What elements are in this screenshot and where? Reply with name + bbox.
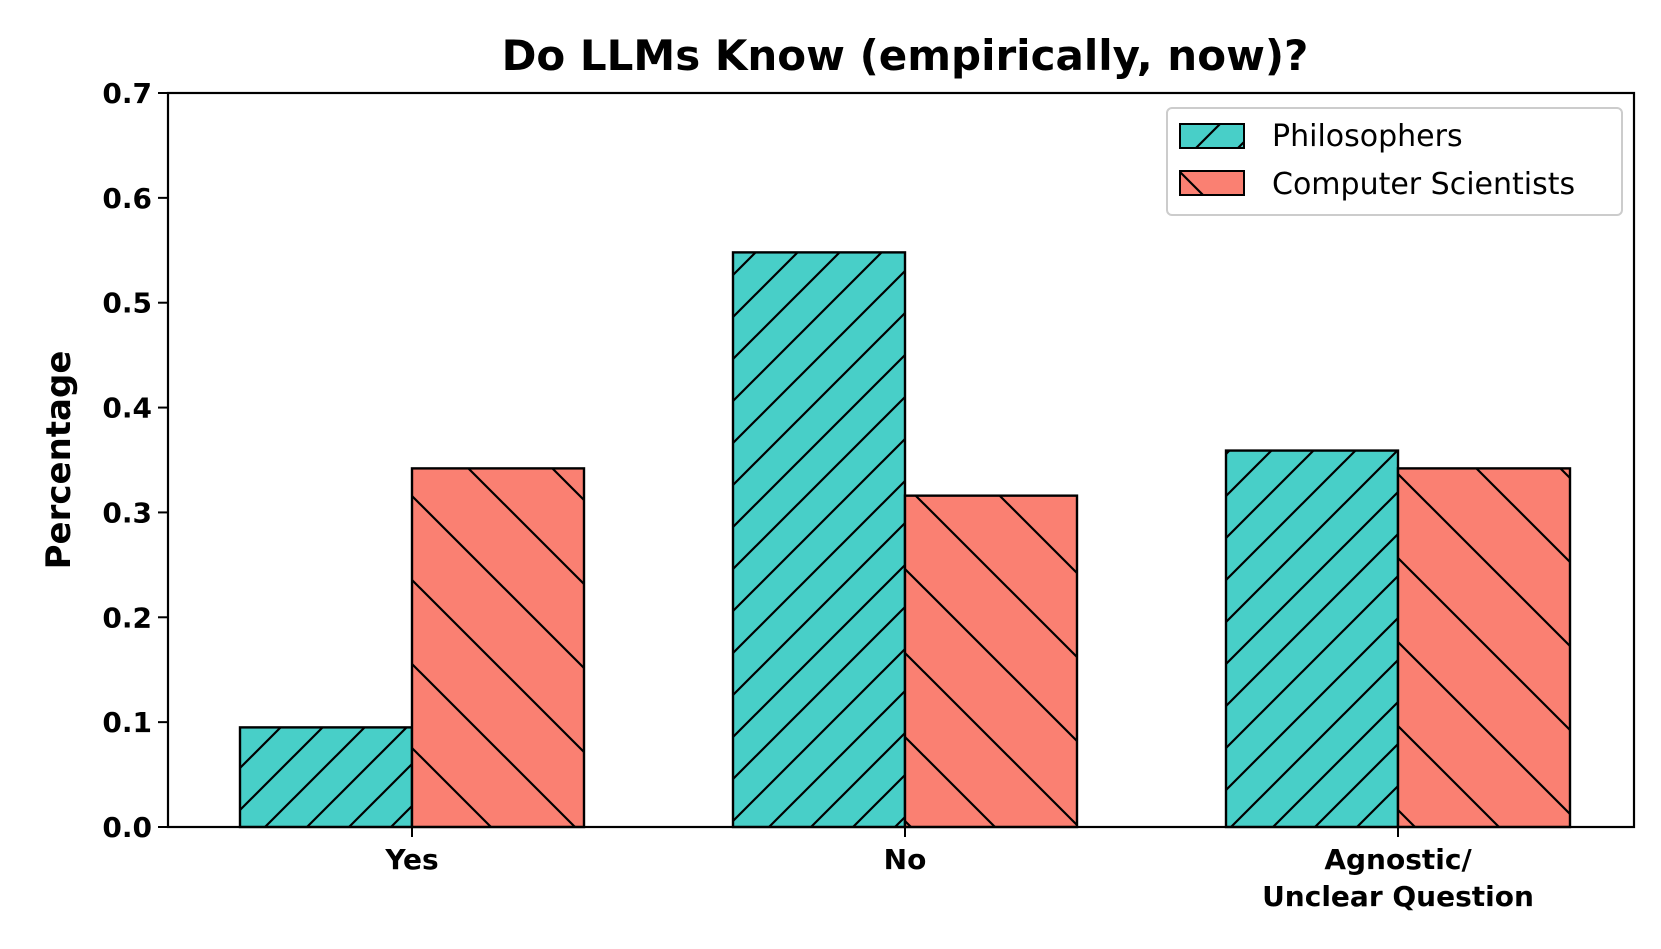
legend-label-philosophers: Philosophers <box>1272 119 1463 154</box>
legend-swatch-philosophers <box>1179 123 1245 149</box>
x-tick-label-agnostic-unclear-question: Agnostic/Unclear Question <box>1262 843 1534 913</box>
y-tick-label: 0.1 <box>102 706 152 739</box>
plot-frame <box>166 91 1636 829</box>
legend: Philosophers Computer Scientists <box>1166 107 1623 216</box>
y-tick-label: 0.0 <box>102 811 152 844</box>
bar-philosophers-no <box>731 251 907 829</box>
y-tick-label: 0.3 <box>102 496 152 529</box>
y-tick-label: 0.7 <box>102 77 152 110</box>
bar-computer-scientists-agnostic-unclear-question <box>1396 467 1572 829</box>
chart-title: Do LLMs Know (empirically, now)? <box>502 31 1309 80</box>
y-tick-label: 0.6 <box>102 182 152 215</box>
x-tick-label-no: No <box>884 843 927 876</box>
bar-computer-scientists-no <box>903 494 1079 829</box>
y-axis: 0.0 0.1 0.2 0.3 0.4 0.5 0.6 0.7 <box>102 77 168 844</box>
x-tick-label-yes: Yes <box>384 843 438 876</box>
y-tick-label: 0.2 <box>102 601 152 634</box>
y-axis-label: Percentage <box>39 351 79 570</box>
legend-frame <box>1166 107 1623 216</box>
legend-label-computer-scientists: Computer Scientists <box>1272 167 1575 202</box>
bar-computer-scientists-yes <box>410 467 586 829</box>
y-tick-label: 0.4 <box>102 392 152 425</box>
legend-swatch-computer-scientists <box>1179 170 1245 196</box>
x-axis: Yes No Agnostic/Unclear Question <box>384 827 1534 913</box>
bar-philosophers-yes <box>238 726 414 829</box>
y-tick-label: 0.5 <box>102 287 152 320</box>
bars-group <box>238 251 1572 829</box>
bar-philosophers-agnostic-unclear-question <box>1224 449 1400 829</box>
